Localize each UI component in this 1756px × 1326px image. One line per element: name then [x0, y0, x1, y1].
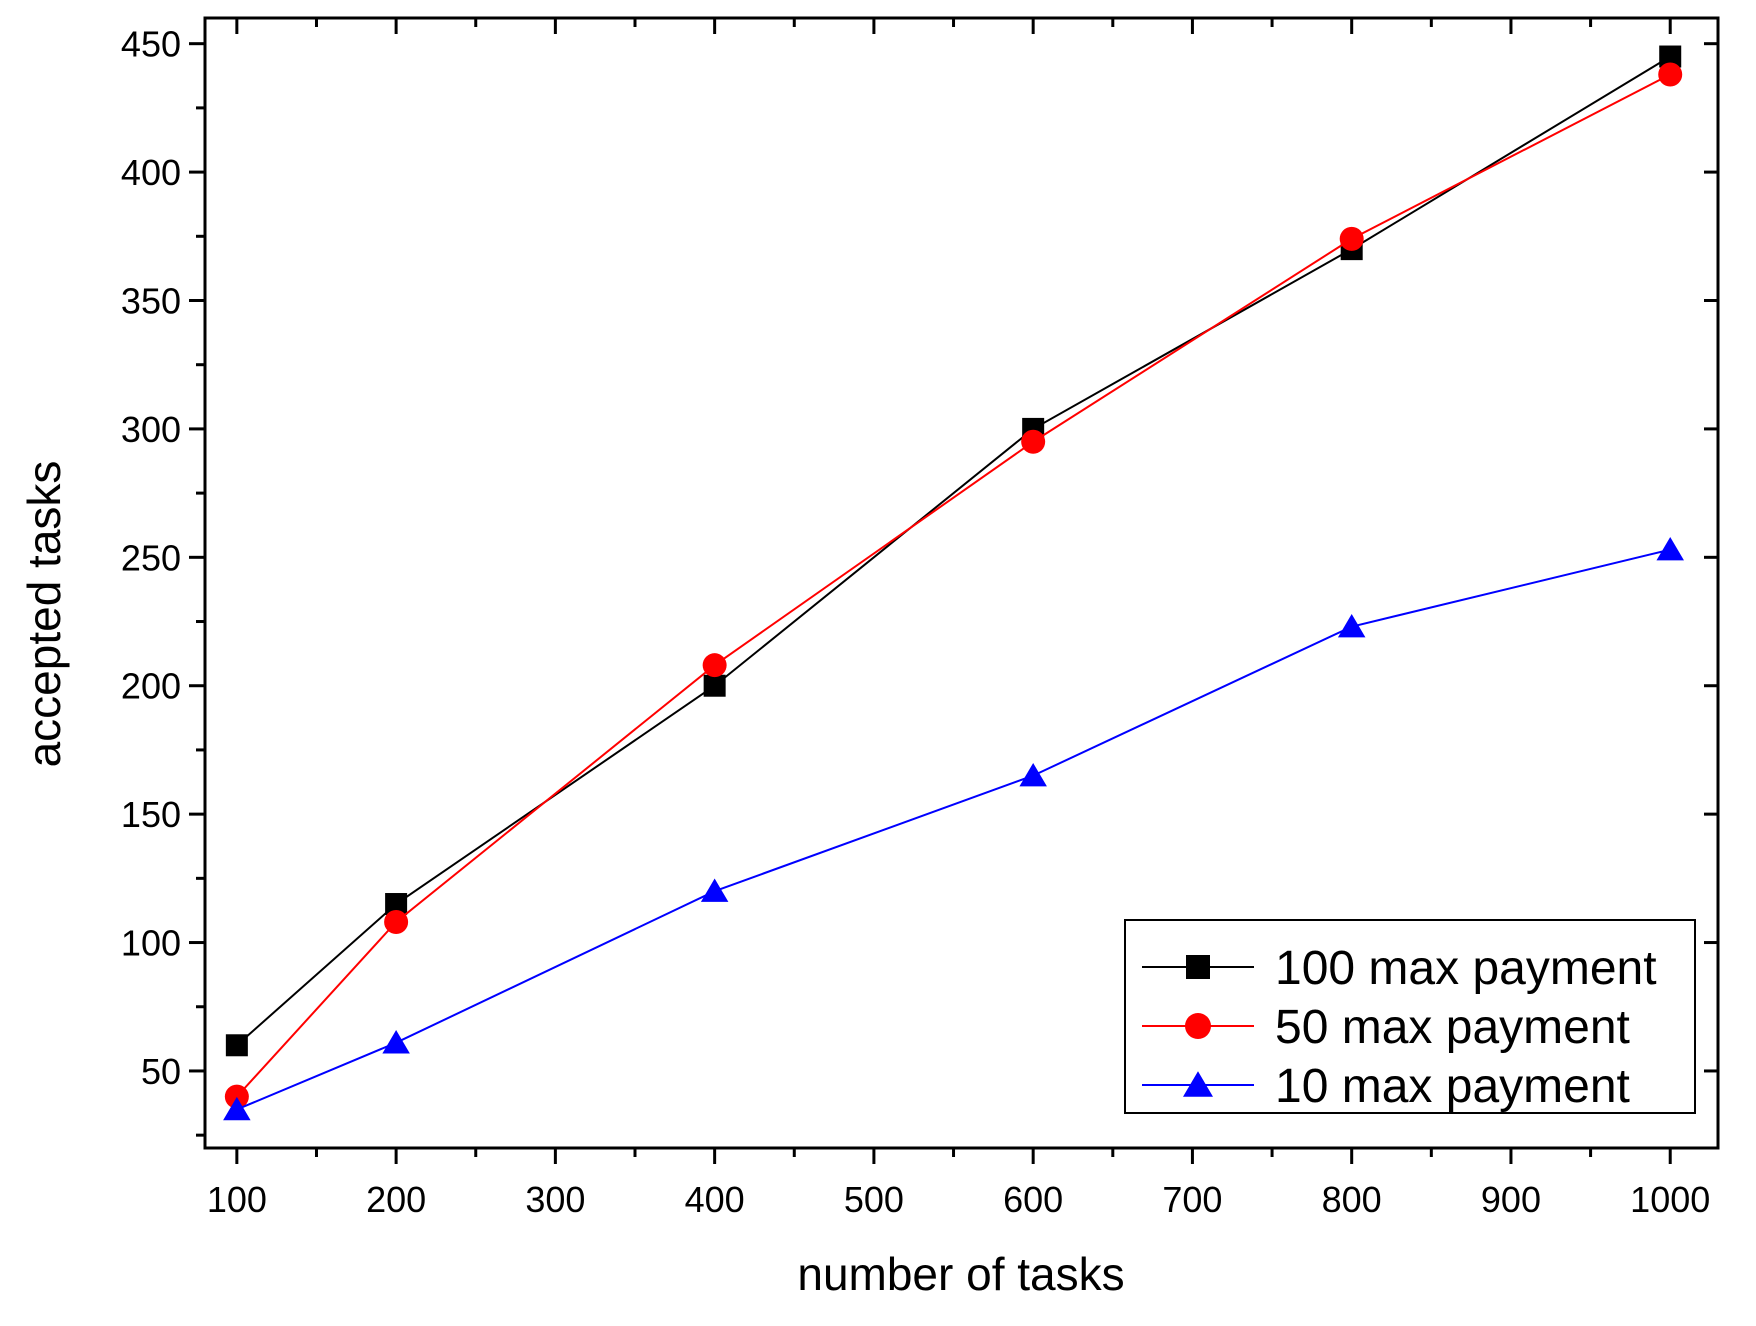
x-tick-label: 100: [207, 1179, 267, 1220]
circle-marker: [1339, 226, 1364, 251]
circle-marker: [1658, 62, 1683, 87]
legend-item: 10 max payment: [1142, 1060, 1630, 1113]
legend-label: 50 max payment: [1275, 1001, 1630, 1054]
legend-box: [1124, 919, 1696, 1114]
legend-item: 100 max payment: [1142, 942, 1657, 995]
square-marker: [1186, 955, 1210, 979]
series-line: [236, 548, 1671, 1111]
circle-marker: [384, 910, 409, 934]
circle-marker: [1185, 1013, 1211, 1039]
x-tick-label: 600: [1003, 1179, 1063, 1220]
x-tick-label: 300: [525, 1179, 585, 1220]
y-tick-label: 200: [121, 666, 181, 707]
triangle-marker: [1656, 536, 1684, 561]
square-marker: [385, 893, 408, 916]
legend-label: 100 max payment: [1275, 942, 1657, 995]
x-tick-label: 1000: [1630, 1179, 1710, 1220]
x-tick-label: 900: [1481, 1179, 1541, 1220]
y-tick-label: 400: [121, 152, 181, 193]
y-tick-label: 50: [141, 1051, 181, 1092]
y-tick-label: 350: [121, 281, 181, 322]
legend: 100 max payment 50 max payment 10 max paym…: [1124, 919, 1696, 1114]
plot-frame: [203, 16, 1720, 1150]
x-tick-label: 200: [366, 1179, 426, 1220]
square-marker: [225, 1034, 248, 1057]
series-group: [223, 45, 1684, 1121]
x-tick-label: 400: [685, 1179, 745, 1220]
series-3: [223, 536, 1684, 1121]
x-tick-label: 800: [1322, 1179, 1382, 1220]
series-2: [224, 62, 1683, 1109]
circle-marker: [224, 1084, 249, 1109]
square-marker: [1659, 45, 1682, 68]
y-tick-label: 250: [121, 537, 181, 578]
series-line: [236, 55, 1671, 1047]
circle-marker: [702, 653, 727, 678]
x-axis-title: number of tasks: [797, 1248, 1124, 1300]
axis-ticks: [189, 18, 1718, 1164]
series-1: [225, 45, 1682, 1057]
x-tick-label: 700: [1162, 1179, 1222, 1220]
x-tick-label: 500: [844, 1179, 904, 1220]
triangle-marker: [1183, 1071, 1213, 1097]
legend-label: 10 max payment: [1275, 1060, 1630, 1113]
y-tick-label: 150: [121, 794, 181, 835]
circle-marker: [1021, 429, 1046, 454]
triangle-marker: [223, 1096, 251, 1121]
triangle-marker: [382, 1030, 410, 1054]
y-tick-label: 450: [121, 24, 181, 65]
y-axis-title: accepted tasks: [18, 461, 70, 768]
triangle-marker: [1019, 762, 1047, 787]
legend-item: 50 max payment: [1142, 1001, 1630, 1054]
y-tick-label: 100: [121, 923, 181, 964]
tick-labels: 100 200 300 400 500 600 700 800 900 1000 50 100 150 2…: [121, 24, 1710, 1220]
triangle-marker: [700, 878, 729, 902]
y-tick-label: 300: [121, 409, 181, 450]
square-marker: [703, 674, 726, 697]
series-line: [236, 73, 1671, 1098]
triangle-marker: [1337, 614, 1366, 638]
